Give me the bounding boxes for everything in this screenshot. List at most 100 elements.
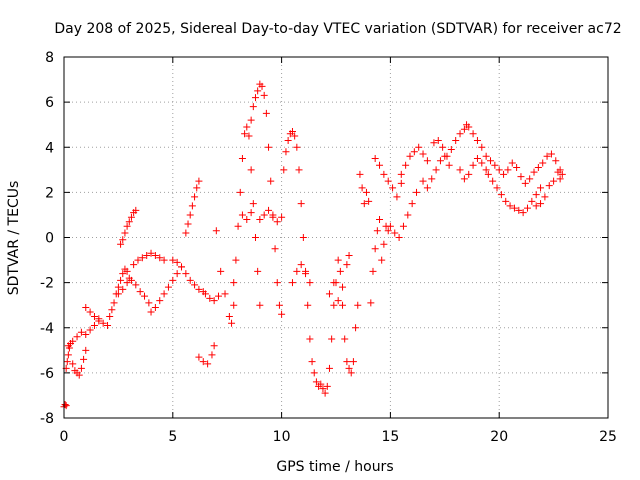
data-point [550, 177, 558, 185]
data-point [193, 184, 201, 192]
data-point [515, 206, 523, 214]
y-tick-label: 2 [45, 185, 54, 201]
data-point [547, 150, 555, 158]
data-point [500, 170, 508, 178]
data-point [86, 308, 94, 316]
data-point [90, 321, 98, 329]
data-point [371, 245, 379, 253]
data-point [280, 166, 288, 174]
data-point [532, 191, 540, 199]
data-point [169, 276, 177, 284]
data-point [119, 270, 127, 278]
data-point [330, 301, 338, 309]
data-point [521, 179, 529, 187]
data-point [373, 227, 381, 235]
data-point [312, 378, 320, 386]
data-point [523, 204, 531, 212]
data-point [282, 148, 290, 156]
data-point [186, 211, 194, 219]
data-point [302, 270, 310, 278]
data-point [77, 364, 85, 372]
data-point [267, 177, 275, 185]
data-point [156, 254, 164, 262]
data-point [278, 213, 286, 221]
data-point [123, 267, 131, 275]
y-axis-title: SDTVAR / TECUs [6, 181, 22, 296]
data-point [343, 261, 351, 269]
data-point [64, 342, 72, 350]
data-point [245, 132, 253, 140]
data-point [389, 184, 397, 192]
data-point [404, 211, 412, 219]
data-point [293, 143, 301, 151]
data-point [195, 353, 203, 361]
data-point [63, 358, 71, 366]
data-point [526, 175, 534, 183]
data-point [545, 182, 553, 190]
data-point [432, 166, 440, 174]
data-point [64, 351, 72, 359]
data-point [288, 279, 296, 287]
data-point [143, 252, 151, 260]
data-point [508, 159, 516, 167]
x-tick-label: 5 [168, 429, 177, 445]
data-point [121, 229, 129, 237]
data-point [328, 335, 336, 343]
data-point [423, 157, 431, 165]
data-point [145, 299, 153, 307]
y-tick-label: 4 [45, 140, 54, 156]
data-point [86, 326, 94, 334]
data-point [271, 245, 279, 253]
data-point [349, 358, 357, 366]
data-point [230, 279, 238, 287]
data-point [234, 222, 242, 230]
data-point [295, 166, 303, 174]
data-point [502, 197, 510, 205]
data-point [556, 175, 564, 183]
data-point [419, 150, 427, 158]
data-point [284, 136, 292, 144]
data-point [345, 252, 353, 260]
data-point [308, 358, 316, 366]
axis-ticks [63, 56, 609, 419]
data-point [434, 136, 442, 144]
data-point [164, 283, 172, 291]
data-point [208, 351, 216, 359]
x-tick-label: 25 [599, 429, 617, 445]
data-point [214, 292, 222, 300]
data-point [132, 206, 140, 214]
data-point [558, 170, 566, 178]
data-point [256, 215, 264, 223]
data-point [151, 252, 159, 260]
data-point [262, 109, 270, 117]
data-point [247, 116, 255, 124]
data-point [260, 91, 268, 99]
data-point [408, 200, 416, 208]
data-point [254, 267, 262, 275]
data-point [117, 276, 125, 284]
data-point [127, 213, 135, 221]
data-point [397, 170, 405, 178]
x-tick-label: 0 [60, 429, 69, 445]
data-point [249, 200, 257, 208]
data-point [138, 254, 146, 262]
data-point [288, 127, 296, 135]
data-point [465, 170, 473, 178]
data-point [82, 346, 90, 354]
data-point [236, 188, 244, 196]
data-point [108, 306, 116, 314]
data-point [493, 184, 501, 192]
data-point [254, 87, 262, 95]
data-point [347, 369, 355, 377]
data-point [460, 125, 468, 133]
data-point [447, 146, 455, 154]
data-point [206, 294, 214, 302]
data-point [210, 342, 218, 350]
data-point [225, 312, 233, 320]
data-point [497, 191, 505, 199]
data-point [513, 164, 521, 172]
data-point [104, 321, 112, 329]
data-point [354, 301, 362, 309]
data-point [132, 281, 140, 289]
